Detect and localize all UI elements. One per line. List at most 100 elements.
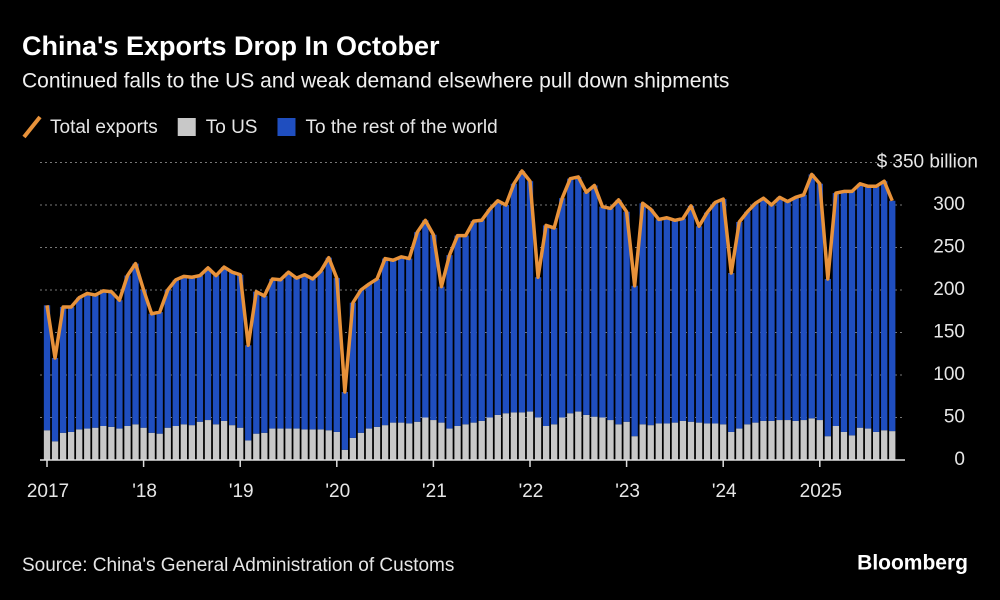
- bar-segment: [599, 206, 606, 418]
- legend-label: To the rest of the world: [305, 117, 497, 138]
- bar-segment: [848, 435, 856, 460]
- bar-segment: [856, 183, 864, 428]
- bar-segment: [776, 420, 783, 460]
- bar-segment: [720, 424, 727, 460]
- bar-segment: [462, 235, 469, 425]
- bar-segment: [712, 202, 719, 424]
- bar-segment: [623, 211, 630, 422]
- bar-segment: [559, 198, 566, 418]
- bar-segment: [188, 425, 196, 460]
- bar-segment: [873, 186, 880, 432]
- legend-swatch: [277, 118, 296, 136]
- bar-segment: [381, 258, 389, 426]
- bar-segment: [752, 422, 759, 460]
- bar-segment: [655, 219, 662, 424]
- bar-segment: [647, 425, 654, 460]
- bar-segment: [575, 411, 582, 460]
- bar-segment: [229, 425, 236, 460]
- bar-segment: [438, 422, 445, 460]
- bar-segment: [59, 307, 67, 433]
- bar-segment: [237, 274, 244, 428]
- bar-segment: [712, 423, 719, 460]
- bar-segment: [164, 290, 171, 428]
- brand: Bloomberg: [857, 552, 968, 575]
- bar-segment: [832, 193, 840, 426]
- legend-swatch: [22, 115, 42, 139]
- bar-segment: [293, 428, 300, 460]
- bar-segment: [269, 278, 276, 429]
- bar-segment: [889, 431, 896, 460]
- bar-segment: [132, 424, 139, 460]
- bar-segment: [687, 421, 695, 460]
- bar-segment: [414, 232, 421, 422]
- bar-segment: [840, 431, 848, 460]
- bar-segment: [92, 295, 99, 428]
- bar-segment: [398, 256, 405, 423]
- bar-segment: [261, 432, 268, 460]
- bar-segment: [518, 171, 526, 413]
- bar-segment: [317, 271, 324, 430]
- bar-segment: [583, 414, 590, 460]
- bar-segment: [470, 221, 477, 423]
- bar-segment: [671, 220, 679, 423]
- bar-segment: [494, 414, 501, 460]
- bar-segment: [164, 427, 171, 460]
- bar-segment: [349, 437, 357, 460]
- bar-segment: [800, 194, 807, 421]
- x-tick-label: '22: [519, 481, 544, 502]
- bar-segment: [728, 273, 735, 432]
- bar-segment: [390, 422, 397, 460]
- bar-segment: [341, 449, 348, 460]
- bar-segment: [365, 284, 373, 429]
- bar-segment: [518, 412, 526, 460]
- bar-segment: [317, 429, 324, 460]
- bar-segment: [486, 209, 493, 418]
- bar-segment: [59, 432, 67, 460]
- bar-segment: [220, 267, 228, 421]
- bar-segment: [502, 205, 509, 414]
- bar-segment: [84, 428, 91, 460]
- bar-segment: [180, 424, 187, 460]
- bar-segment: [148, 432, 155, 460]
- bar-segment: [736, 222, 743, 429]
- bar-segment: [373, 426, 381, 460]
- bar-segment: [148, 313, 155, 433]
- bar-segment: [140, 427, 147, 460]
- bar-segment: [687, 205, 695, 422]
- bar-segment: [438, 286, 445, 423]
- bar-segment: [671, 422, 679, 460]
- bar-segment: [792, 420, 799, 460]
- bar-segment: [454, 235, 461, 426]
- bar-segment: [744, 424, 751, 460]
- x-tick-label: '20: [325, 481, 350, 502]
- x-tick-label: '23: [615, 481, 640, 502]
- bar-segment: [760, 420, 767, 460]
- bar-segment: [406, 258, 413, 424]
- bar-segment: [333, 278, 340, 432]
- bar-segment: [462, 424, 469, 460]
- bar-segment: [124, 275, 131, 426]
- bar-segment: [607, 420, 614, 460]
- bar-segment: [736, 428, 743, 460]
- bar-segment: [325, 257, 332, 431]
- bar-segment: [100, 290, 107, 426]
- bar-segment: [776, 197, 783, 421]
- bar-segment: [631, 436, 638, 460]
- bar-segment: [68, 307, 75, 432]
- bar-segment: [446, 255, 453, 429]
- bar-segment: [301, 274, 308, 430]
- total-line: [45, 169, 894, 394]
- bar-segment: [752, 203, 759, 423]
- bar-segment: [285, 428, 292, 460]
- bar-segment: [832, 426, 840, 460]
- bar-segment: [204, 267, 212, 421]
- bar-segment: [325, 430, 332, 460]
- bar-segment: [567, 413, 574, 460]
- bar-segment: [204, 420, 212, 460]
- bar-segment: [889, 200, 896, 432]
- bar-segment: [309, 278, 316, 430]
- bar-segment: [551, 227, 558, 425]
- bar-segment: [373, 278, 381, 427]
- bar-segment: [220, 420, 228, 460]
- bar-segment: [108, 291, 115, 427]
